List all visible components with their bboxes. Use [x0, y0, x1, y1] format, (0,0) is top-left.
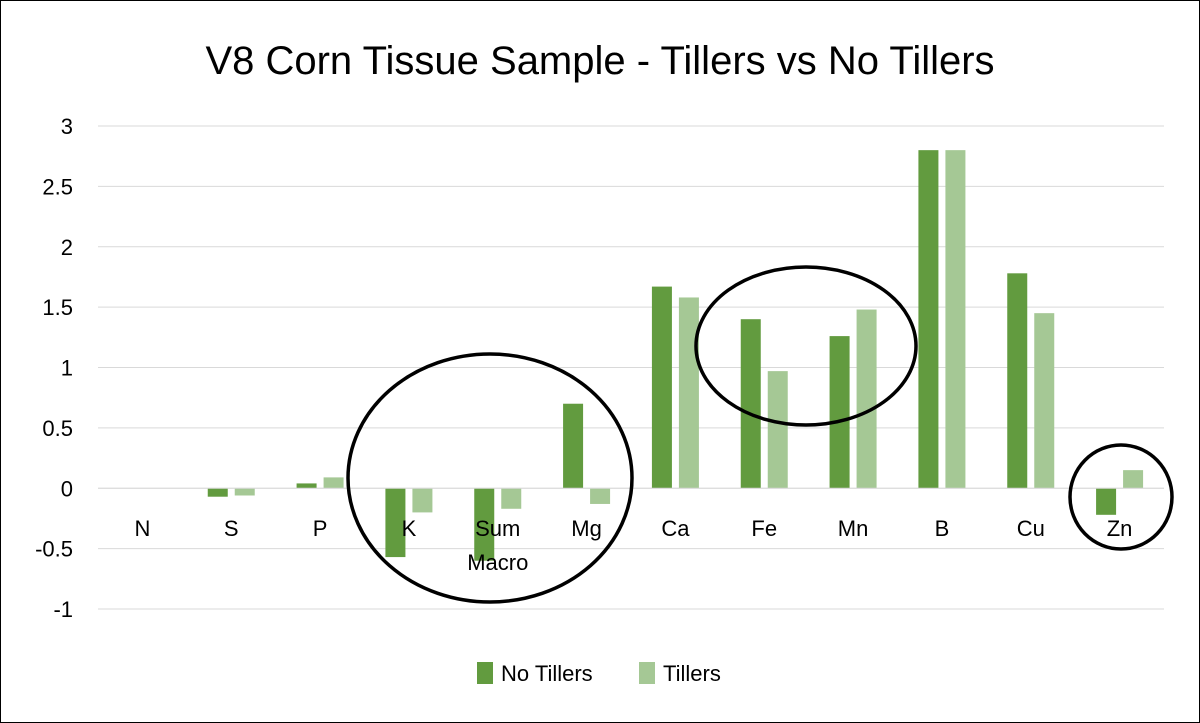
y-tick-label: -1 [53, 597, 73, 622]
x-tick-label: N [134, 516, 150, 541]
bar-no-tillers-zn [1096, 488, 1117, 515]
bar-no-tillers-ca [651, 286, 672, 489]
x-tick-label: Ca [661, 516, 690, 541]
x-tick-label: K [402, 516, 417, 541]
bar-tillers-cu [1034, 313, 1055, 489]
x-tick-label: Zn [1107, 516, 1133, 541]
legend-swatch-tillers [639, 662, 655, 684]
x-tick-label: Fe [751, 516, 777, 541]
legend-swatch-no-tillers [477, 662, 493, 684]
bar-no-tillers-s [207, 488, 228, 497]
x-tick-label: B [935, 516, 950, 541]
bar-no-tillers-p [296, 483, 317, 489]
annotation-ellipse-zn [1068, 443, 1174, 551]
y-tick-label: 2.5 [42, 174, 73, 199]
x-tick-label: P [313, 516, 328, 541]
y-tick-label: -0.5 [35, 537, 73, 562]
y-tick-label: 0.5 [42, 416, 73, 441]
y-axis-tick-labels: -1 -0.5 0 0.5 1 1.5 2 2.5 3 [35, 114, 73, 622]
bar-tillers-mg [590, 488, 611, 504]
x-tick-label: Sum Macro [467, 516, 528, 575]
bar-no-tillers-fe [740, 319, 761, 489]
legend: No Tillers Tillers [477, 661, 721, 686]
y-tick-label: 0 [61, 476, 73, 501]
y-tick-label: 1.5 [42, 295, 73, 320]
bar-tillers-mn [856, 309, 877, 489]
bar-no-tillers-b [918, 150, 939, 489]
y-tick-label: 2 [61, 235, 73, 260]
bar-no-tillers-mn [829, 336, 850, 489]
bar-tillers-s [234, 488, 255, 496]
bar-no-tillers-sum-macro [474, 488, 495, 561]
bar-tillers-k [412, 488, 433, 513]
bar-tillers-b [945, 150, 966, 489]
bar-no-tillers-mg [563, 403, 584, 489]
x-tick-label: Mn [838, 516, 869, 541]
bar-no-tillers-k [385, 488, 406, 558]
annotation-ellipse-fe-mn [694, 265, 918, 427]
bar-tillers-zn [1123, 470, 1144, 489]
legend-label-no-tillers: No Tillers [501, 661, 593, 686]
x-tick-label: Cu [1017, 516, 1045, 541]
bar-no-tillers-cu [1007, 273, 1028, 489]
bar-tillers-fe [767, 371, 788, 489]
y-tick-label: 3 [61, 114, 73, 139]
y-tick-label: 1 [61, 356, 73, 381]
grid-lines [98, 125, 1164, 610]
annotation-ellipse-k-sum-macro-mg [346, 352, 634, 604]
annotation-circles [346, 265, 1174, 604]
bar-tillers-ca [678, 297, 699, 489]
x-tick-label: S [224, 516, 239, 541]
x-tick-label: Mg [571, 516, 602, 541]
bar-tillers-p [323, 477, 344, 489]
bar-tillers-sum-macro [501, 488, 522, 509]
x-axis-tick-labels: N S P K Sum Macro Mg Ca Fe Mn B Cu Zn [134, 516, 1132, 575]
bars [207, 150, 1144, 561]
chart-title: V8 Corn Tissue Sample - Tillers vs No Ti… [205, 39, 994, 83]
legend-label-tillers: Tillers [663, 661, 721, 686]
